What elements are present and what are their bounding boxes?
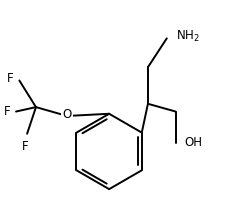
Text: F: F xyxy=(21,140,28,153)
Text: O: O xyxy=(62,108,72,121)
Text: F: F xyxy=(7,72,14,85)
Text: OH: OH xyxy=(185,136,202,149)
Text: F: F xyxy=(4,105,10,118)
Text: NH$_2$: NH$_2$ xyxy=(176,29,199,44)
